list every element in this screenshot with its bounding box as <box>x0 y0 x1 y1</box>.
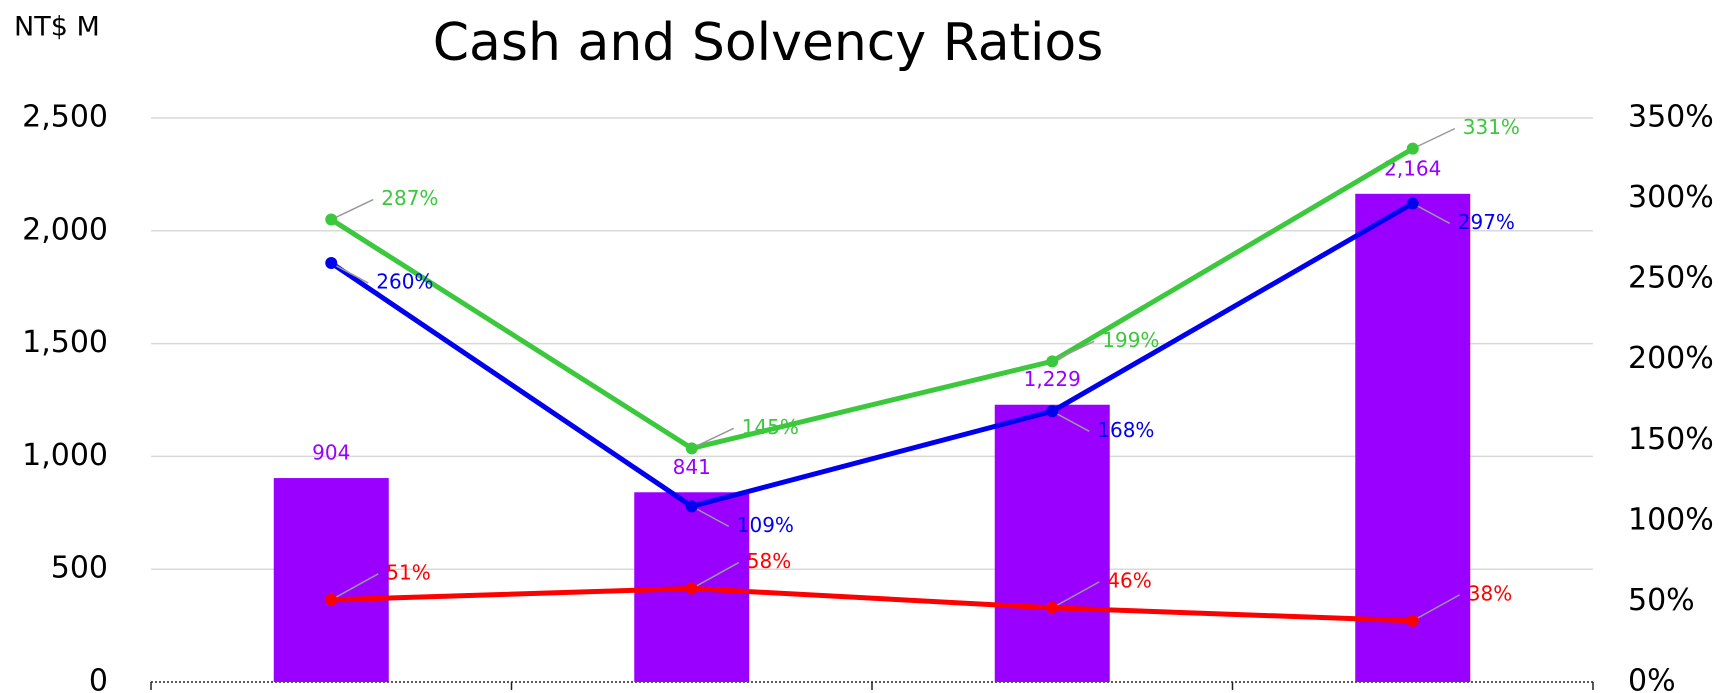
line-marker <box>1406 614 1419 627</box>
y-tick-label: 1,500 <box>22 325 108 360</box>
line-marker <box>1406 197 1419 210</box>
line-marker <box>325 593 338 606</box>
line-value-label: 38% <box>1468 581 1512 605</box>
line-value-label: 109% <box>737 513 794 537</box>
leader-line <box>1051 581 1100 609</box>
bar-value-label: 841 <box>673 455 711 479</box>
line-value-label: 168% <box>1097 418 1154 442</box>
leader-line <box>1051 410 1090 432</box>
leader-line <box>1051 340 1095 363</box>
y2-tick-label: 200% <box>1628 341 1714 376</box>
bar <box>273 478 389 682</box>
line-value-label: 260% <box>376 270 433 294</box>
line-series <box>329 201 1414 510</box>
line-value-label: 145% <box>742 415 799 439</box>
line-marker <box>1046 601 1059 614</box>
line-series <box>329 146 1415 452</box>
leader-line <box>1412 127 1456 150</box>
line-value-label: 51% <box>386 560 430 584</box>
line-value-label: 46% <box>1107 568 1151 592</box>
line-marker <box>1046 355 1059 368</box>
y2-tick-label: 0% <box>1628 664 1676 693</box>
leader-line <box>1412 202 1451 225</box>
line-marker <box>1046 405 1059 418</box>
line-marker <box>685 442 698 455</box>
line-value-label: 58% <box>747 549 791 573</box>
line-value-label: 331% <box>1463 115 1520 139</box>
line-marker <box>1406 142 1419 155</box>
line-marker <box>685 582 698 595</box>
bar <box>994 404 1110 682</box>
y-tick-label: 500 <box>51 551 108 586</box>
y-tick-label: 0 <box>89 664 108 693</box>
y2-tick-label: 150% <box>1628 422 1714 457</box>
y-tick-label: 2,500 <box>22 100 108 135</box>
leader-line <box>691 427 735 450</box>
line-marker <box>325 257 338 270</box>
line-marker <box>325 213 338 226</box>
bar-value-label: 1,229 <box>1024 367 1081 391</box>
line-value-label: 297% <box>1458 210 1515 234</box>
y2-tick-label: 50% <box>1628 583 1695 618</box>
leader-line <box>330 573 379 601</box>
leader-line <box>1412 594 1461 622</box>
y2-tick-label: 350% <box>1628 100 1714 135</box>
y2-tick-label: 250% <box>1628 261 1714 296</box>
y-axis-unit: NT$ M <box>14 12 100 43</box>
line-value-label: 287% <box>381 186 438 210</box>
line-series <box>331 586 1413 624</box>
leader-line <box>691 561 740 590</box>
bar-value-label: 904 <box>312 441 350 465</box>
leader-line <box>691 505 730 528</box>
leader-line <box>330 262 369 284</box>
y-tick-label: 2,000 <box>22 212 108 247</box>
chart-title: Cash and Solvency Ratios <box>433 13 1104 73</box>
line-value-label: 199% <box>1102 328 1159 352</box>
y2-tick-label: 100% <box>1628 502 1714 537</box>
leader-line <box>330 198 374 221</box>
y2-tick-label: 300% <box>1628 180 1714 215</box>
y-tick-label: 1,000 <box>22 438 108 473</box>
bar <box>1355 193 1471 682</box>
line-marker <box>685 500 698 513</box>
